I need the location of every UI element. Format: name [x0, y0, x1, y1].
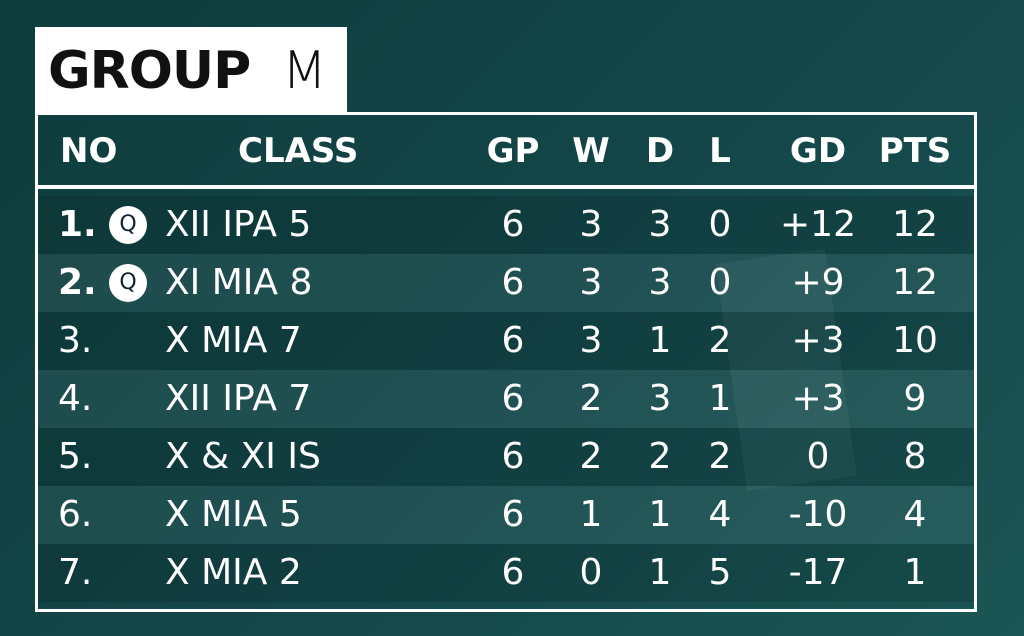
rank: 6.: [58, 494, 93, 535]
column-header: D: [645, 131, 675, 171]
stat-value: +9: [791, 262, 845, 303]
class-name: X MIA 2: [165, 552, 302, 593]
stat-value: 5: [708, 552, 732, 593]
stat-value: 2: [579, 378, 603, 419]
column-header: NO: [60, 131, 118, 171]
table-row: 2. Q XI MIA 8 6 3 3 0 +9 12: [38, 254, 974, 312]
stat-value: 6: [501, 552, 525, 593]
stat-value: 12: [892, 262, 938, 303]
stat-value: 3: [648, 262, 672, 303]
table-row: 4. XII IPA 7 6 2 3 1 +3 9: [38, 370, 974, 428]
stat-value: 2: [708, 436, 732, 477]
column-header: GD: [789, 131, 847, 171]
rank: 4.: [58, 378, 93, 419]
table-row: 6. X MIA 5 6 1 1 4 -10 4: [38, 486, 974, 544]
title-bold: GROUP: [48, 41, 251, 101]
rank: 2.: [58, 262, 97, 303]
stat-value: +3: [791, 320, 845, 361]
stat-value: 6: [501, 494, 525, 535]
title-light: M: [282, 41, 327, 101]
stat-value: 0: [579, 552, 603, 593]
stat-value: 10: [892, 320, 938, 361]
stat-value: 1: [579, 494, 603, 535]
stat-value: 2: [648, 436, 672, 477]
stat-value: 3: [648, 378, 672, 419]
stat-value: 1: [708, 378, 732, 419]
class-name: X & XI IS: [165, 436, 321, 477]
stat-value: 0: [806, 436, 830, 477]
class-name: X MIA 7: [165, 320, 302, 361]
stat-value: +12: [780, 204, 856, 245]
stat-value: 6: [501, 436, 525, 477]
class-name: X MIA 5: [165, 494, 302, 535]
rank: 1.: [58, 204, 97, 245]
column-header: PTS: [878, 131, 952, 171]
header-divider: [38, 185, 974, 189]
table-row: 7. X MIA 2 6 0 1 5 -17 1: [38, 544, 974, 602]
table-row: 1. Q XII IPA 5 6 3 3 0 +12 12: [38, 196, 974, 254]
stat-value: 1: [648, 320, 672, 361]
stat-value: 3: [579, 262, 603, 303]
stat-value: -17: [788, 552, 848, 593]
stat-value: 8: [903, 436, 927, 477]
stat-value: 6: [501, 262, 525, 303]
class-name: XI MIA 8: [165, 262, 313, 303]
column-header: GP: [486, 131, 540, 171]
standings-table: NO CLASS GP W D L GD PTS 1. Q XII IPA 5 6 3 3 0 +12 12 2.…: [35, 112, 977, 612]
stat-value: 0: [708, 204, 732, 245]
column-header: CLASS: [238, 131, 359, 171]
stat-value: 3: [579, 204, 603, 245]
stat-value: 2: [708, 320, 732, 361]
rank: 7.: [58, 552, 93, 593]
stat-value: 4: [903, 494, 927, 535]
stat-value: 2: [579, 436, 603, 477]
stat-value: 4: [708, 494, 732, 535]
title-box: GROUP M: [35, 27, 347, 112]
column-header: W: [572, 131, 610, 171]
class-name: XII IPA 7: [165, 378, 312, 419]
stat-value: 6: [501, 378, 525, 419]
stat-value: 1: [903, 552, 927, 593]
stat-value: 0: [708, 262, 732, 303]
stat-value: 12: [892, 204, 938, 245]
stat-value: 1: [648, 494, 672, 535]
stat-value: 3: [579, 320, 603, 361]
rank: 5.: [58, 436, 93, 477]
class-name: XII IPA 5: [165, 204, 312, 245]
qualified-badge: Q: [109, 206, 147, 244]
table-row: 5. X & XI IS 6 2 2 2 0 8: [38, 428, 974, 486]
stat-value: +3: [791, 378, 845, 419]
stat-value: 1: [648, 552, 672, 593]
stat-value: -10: [788, 494, 848, 535]
rank: 3.: [58, 320, 93, 361]
stat-value: 6: [501, 204, 525, 245]
stat-value: 9: [903, 378, 927, 419]
column-header: L: [709, 131, 731, 171]
table-row: 3. X MIA 7 6 3 1 2 +3 10: [38, 312, 974, 370]
stat-value: 6: [501, 320, 525, 361]
qualified-badge: Q: [109, 264, 147, 302]
stat-value: 3: [648, 204, 672, 245]
